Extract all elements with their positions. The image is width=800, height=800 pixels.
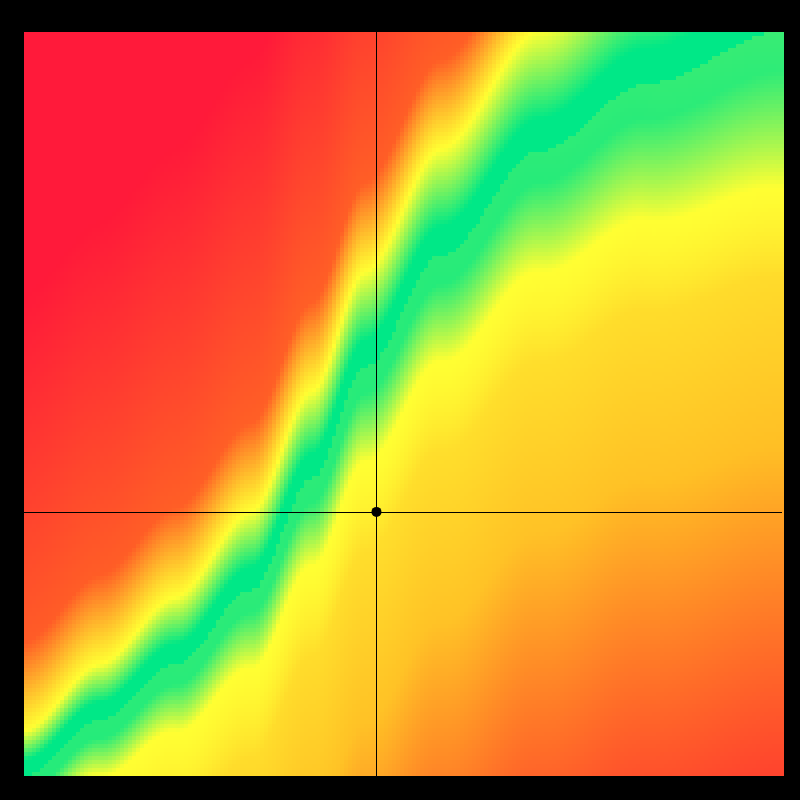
chart-container: TheBottleneck.com bbox=[0, 0, 800, 800]
bottleneck-heatmap bbox=[0, 0, 800, 800]
